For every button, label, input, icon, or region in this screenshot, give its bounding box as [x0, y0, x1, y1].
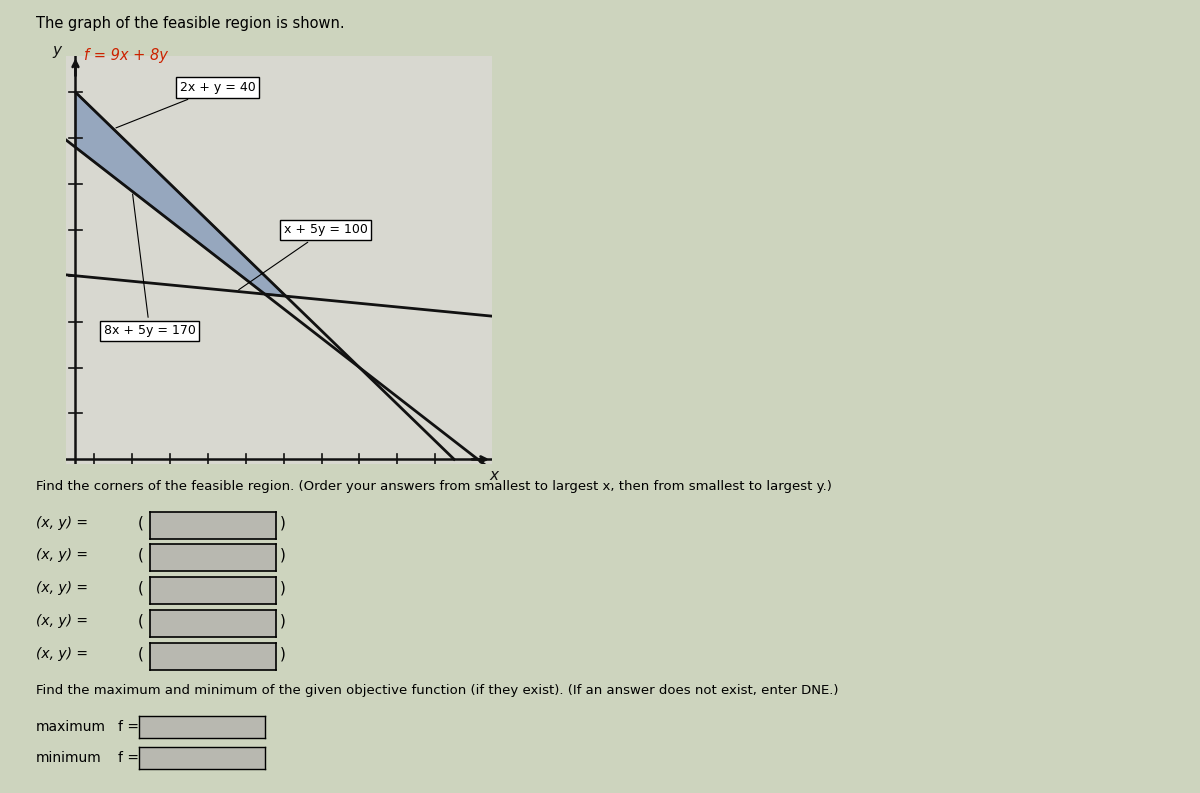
Text: (x, y) =: (x, y) =: [36, 647, 88, 661]
Text: x: x: [490, 469, 498, 484]
Text: (x, y) =: (x, y) =: [36, 516, 88, 531]
Text: (: (: [138, 581, 144, 596]
Text: 8x + 5y = 170: 8x + 5y = 170: [104, 194, 196, 337]
Text: The graph of the feasible region is shown.: The graph of the feasible region is show…: [36, 16, 344, 31]
Text: y: y: [52, 44, 61, 59]
Text: (x, y) =: (x, y) =: [36, 548, 88, 562]
Text: Find the corners of the feasible region. (Order your answers from smallest to la: Find the corners of the feasible region.…: [36, 480, 832, 492]
Text: minimum: minimum: [36, 751, 102, 765]
Text: f =: f =: [118, 751, 139, 765]
Text: ): ): [280, 647, 286, 661]
Text: (: (: [138, 548, 144, 562]
Text: (: (: [138, 614, 144, 628]
Text: f = 9x + 8y: f = 9x + 8y: [84, 48, 168, 63]
Polygon shape: [76, 92, 286, 296]
Text: x + 5y = 100: x + 5y = 100: [239, 224, 367, 289]
Text: (: (: [138, 516, 144, 531]
Text: (: (: [138, 647, 144, 661]
Text: Find the maximum and minimum of the given objective function (if they exist). (I: Find the maximum and minimum of the give…: [36, 684, 839, 696]
Text: maximum: maximum: [36, 720, 106, 734]
Text: (x, y) =: (x, y) =: [36, 614, 88, 628]
Text: f =: f =: [118, 720, 139, 734]
Text: (x, y) =: (x, y) =: [36, 581, 88, 596]
Text: ): ): [280, 581, 286, 596]
Text: ): ): [280, 516, 286, 531]
Text: 2x + y = 40: 2x + y = 40: [116, 81, 256, 128]
Text: ): ): [280, 548, 286, 562]
Text: ): ): [280, 614, 286, 628]
